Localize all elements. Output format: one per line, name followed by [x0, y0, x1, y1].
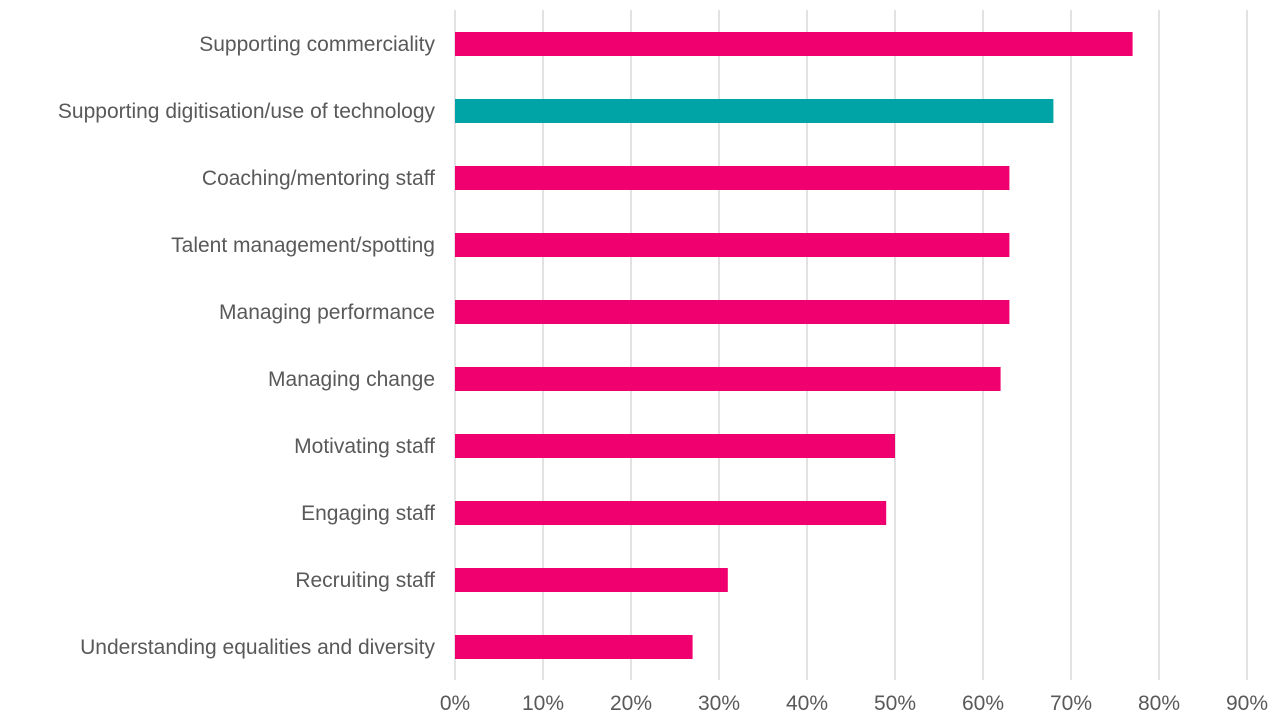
- category-label: Supporting digitisation/use of technolog…: [58, 100, 436, 123]
- x-tick-label: 60%: [962, 692, 1004, 715]
- bar: [455, 501, 887, 525]
- bar: [455, 568, 728, 592]
- bar: [455, 99, 1054, 123]
- category-label: Recruiting staff: [295, 569, 435, 592]
- x-tick-label: 0%: [440, 692, 470, 715]
- x-tick-label: 10%: [522, 692, 564, 715]
- x-axis-tick-labels: 0% 10% 20% 30% 40% 50% 60% 70% 80% 90%: [440, 692, 1268, 715]
- bars: [455, 32, 1133, 659]
- x-tick-label: 70%: [1050, 692, 1092, 715]
- bar: [455, 32, 1133, 56]
- bar: [455, 434, 895, 458]
- category-label: Talent management/spotting: [171, 234, 435, 257]
- x-tick-label: 90%: [1226, 692, 1268, 715]
- category-label: Coaching/mentoring staff: [202, 167, 435, 190]
- category-labels: Supporting commerciality Supporting digit…: [58, 33, 436, 659]
- x-tick-label: 80%: [1138, 692, 1180, 715]
- category-label: Managing performance: [219, 301, 435, 324]
- category-label: Motivating staff: [294, 435, 435, 458]
- bar: [455, 233, 1010, 257]
- x-tick-label: 30%: [698, 692, 740, 715]
- category-label: Managing change: [268, 368, 435, 391]
- bar: [455, 300, 1010, 324]
- x-tick-label: 40%: [786, 692, 828, 715]
- category-label: Supporting commerciality: [199, 33, 435, 56]
- bar: [455, 367, 1001, 391]
- x-tick-label: 50%: [874, 692, 916, 715]
- x-tick-label: 20%: [610, 692, 652, 715]
- category-label: Understanding equalities and diversity: [80, 636, 435, 659]
- bar: [455, 166, 1010, 190]
- category-label: Engaging staff: [301, 502, 435, 525]
- bar: [455, 635, 693, 659]
